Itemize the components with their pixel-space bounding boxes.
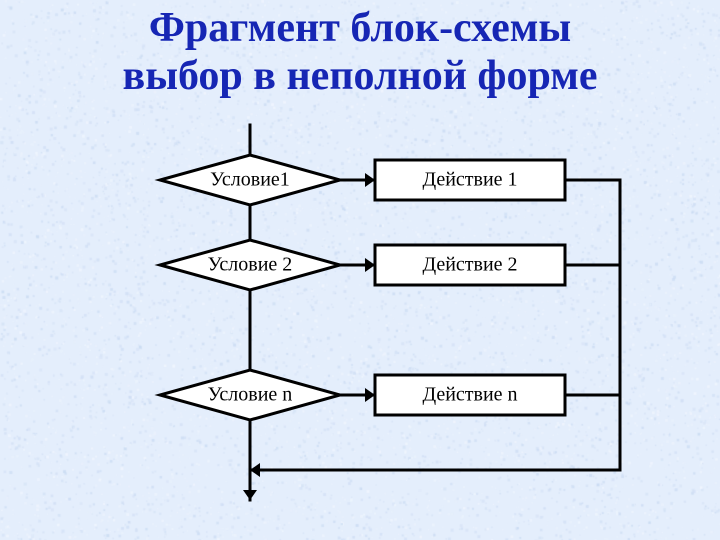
action-2-box-label: Действие 2 (422, 254, 517, 276)
slide-title: Фрагмент блок-схемы выбор в неполной фор… (0, 0, 720, 101)
title-line-2: выбор в неполной форме (123, 53, 598, 99)
condition-1-diamond-label: Условие1 (210, 169, 290, 191)
action-n-box-label: Действие n (422, 384, 517, 406)
condition-n-diamond-label: Условие n (208, 384, 293, 406)
title-line-1: Фрагмент блок-схемы (149, 5, 571, 51)
action-1-box-label: Действие 1 (422, 169, 517, 191)
condition-2-diamond-label: Условие 2 (208, 254, 293, 276)
